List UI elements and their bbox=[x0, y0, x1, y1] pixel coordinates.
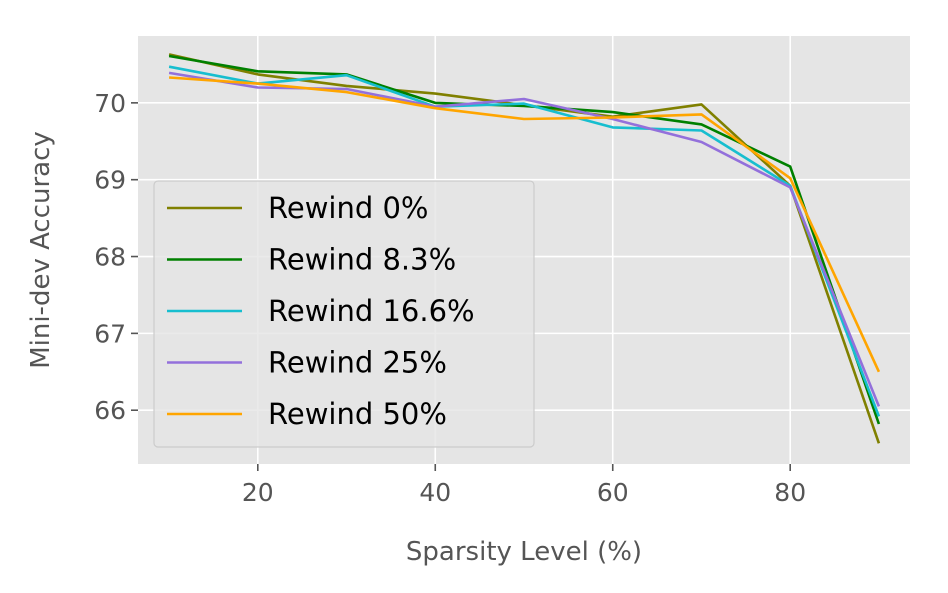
legend-box bbox=[153, 180, 535, 448]
x-tick-label: 20 bbox=[242, 478, 274, 507]
legend-label-1: Rewind 8.3% bbox=[268, 243, 456, 277]
series-line-1 bbox=[168, 54, 881, 425]
y-tick-label: 67 bbox=[94, 319, 126, 348]
series-lines bbox=[168, 53, 881, 444]
legend-label-3: Rewind 25% bbox=[268, 346, 447, 380]
y-axis-label: Mini-dev Accuracy bbox=[26, 131, 56, 369]
x-axis-label: Sparsity Level (%) bbox=[406, 537, 642, 567]
y-tick-label: 70 bbox=[94, 89, 126, 118]
y-tick-label: 68 bbox=[94, 243, 126, 272]
series-line-3 bbox=[168, 71, 881, 407]
legend: Rewind 0% Rewind 8.3% Rewind 16.6% Rewind 2… bbox=[153, 180, 535, 448]
series-line-2 bbox=[168, 65, 881, 417]
y-tick-label: 69 bbox=[94, 166, 126, 195]
y-tick-label: 66 bbox=[94, 396, 126, 425]
x-tick-label: 40 bbox=[419, 478, 451, 507]
axis-ticks: 20 40 60 80 66 67 68 69 70 bbox=[94, 89, 806, 507]
legend-label-2: Rewind 16.6% bbox=[268, 294, 475, 328]
legend-label-4: Rewind 50% bbox=[268, 397, 447, 431]
x-tick-label: 80 bbox=[774, 478, 806, 507]
legend-label-0: Rewind 0% bbox=[268, 191, 428, 225]
series-line-4 bbox=[169, 76, 881, 373]
x-tick-label: 60 bbox=[597, 478, 629, 507]
